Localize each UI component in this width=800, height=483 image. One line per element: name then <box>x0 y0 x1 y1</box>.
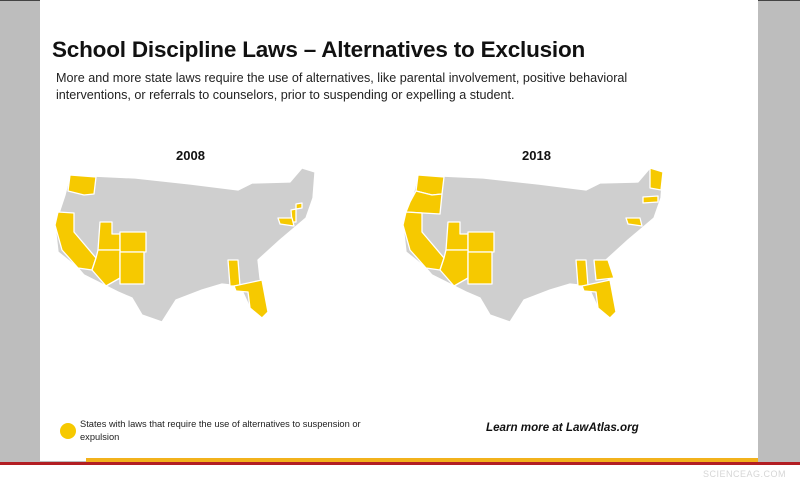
map-2008-year-label: 2008 <box>176 148 205 163</box>
state-fl-highlighted <box>233 279 269 319</box>
footer-strip <box>0 465 800 483</box>
state-or-highlighted <box>405 190 443 215</box>
page-title: School Discipline Laws – Alternatives to… <box>52 37 586 62</box>
footer-accent-bar <box>86 458 758 462</box>
state-md-highlighted <box>625 217 643 227</box>
state-ms-highlighted <box>227 259 241 287</box>
footer-divider-line <box>0 462 800 465</box>
state-co-highlighted <box>467 231 495 253</box>
state-ms-highlighted <box>575 259 589 287</box>
state-co-highlighted <box>119 231 147 253</box>
us-map-2008 <box>54 167 316 323</box>
state-md-highlighted <box>277 217 295 227</box>
learn-more-link[interactable]: Learn more at LawAtlas.org <box>486 421 639 434</box>
legend-label: States with laws that require the use of… <box>80 419 361 442</box>
state-az-highlighted <box>91 249 121 287</box>
legend-swatch <box>60 423 76 439</box>
state-az-highlighted <box>439 249 469 287</box>
state-wa-highlighted <box>67 174 97 196</box>
state-fl-highlighted <box>581 279 617 319</box>
state-nm-highlighted <box>119 251 145 285</box>
us-map-2018 <box>402 167 664 323</box>
map-2018-year-label: 2018 <box>522 148 551 163</box>
state-ct-highlighted <box>295 202 303 210</box>
state-nm-highlighted <box>467 251 493 285</box>
page-subtitle: More and more state laws require the use… <box>56 71 628 102</box>
state-ga-highlighted <box>593 259 615 281</box>
state-ma-highlighted <box>642 195 659 204</box>
watermark: SCIENCEAG.COM <box>702 469 786 479</box>
state-me-highlighted <box>649 167 664 191</box>
